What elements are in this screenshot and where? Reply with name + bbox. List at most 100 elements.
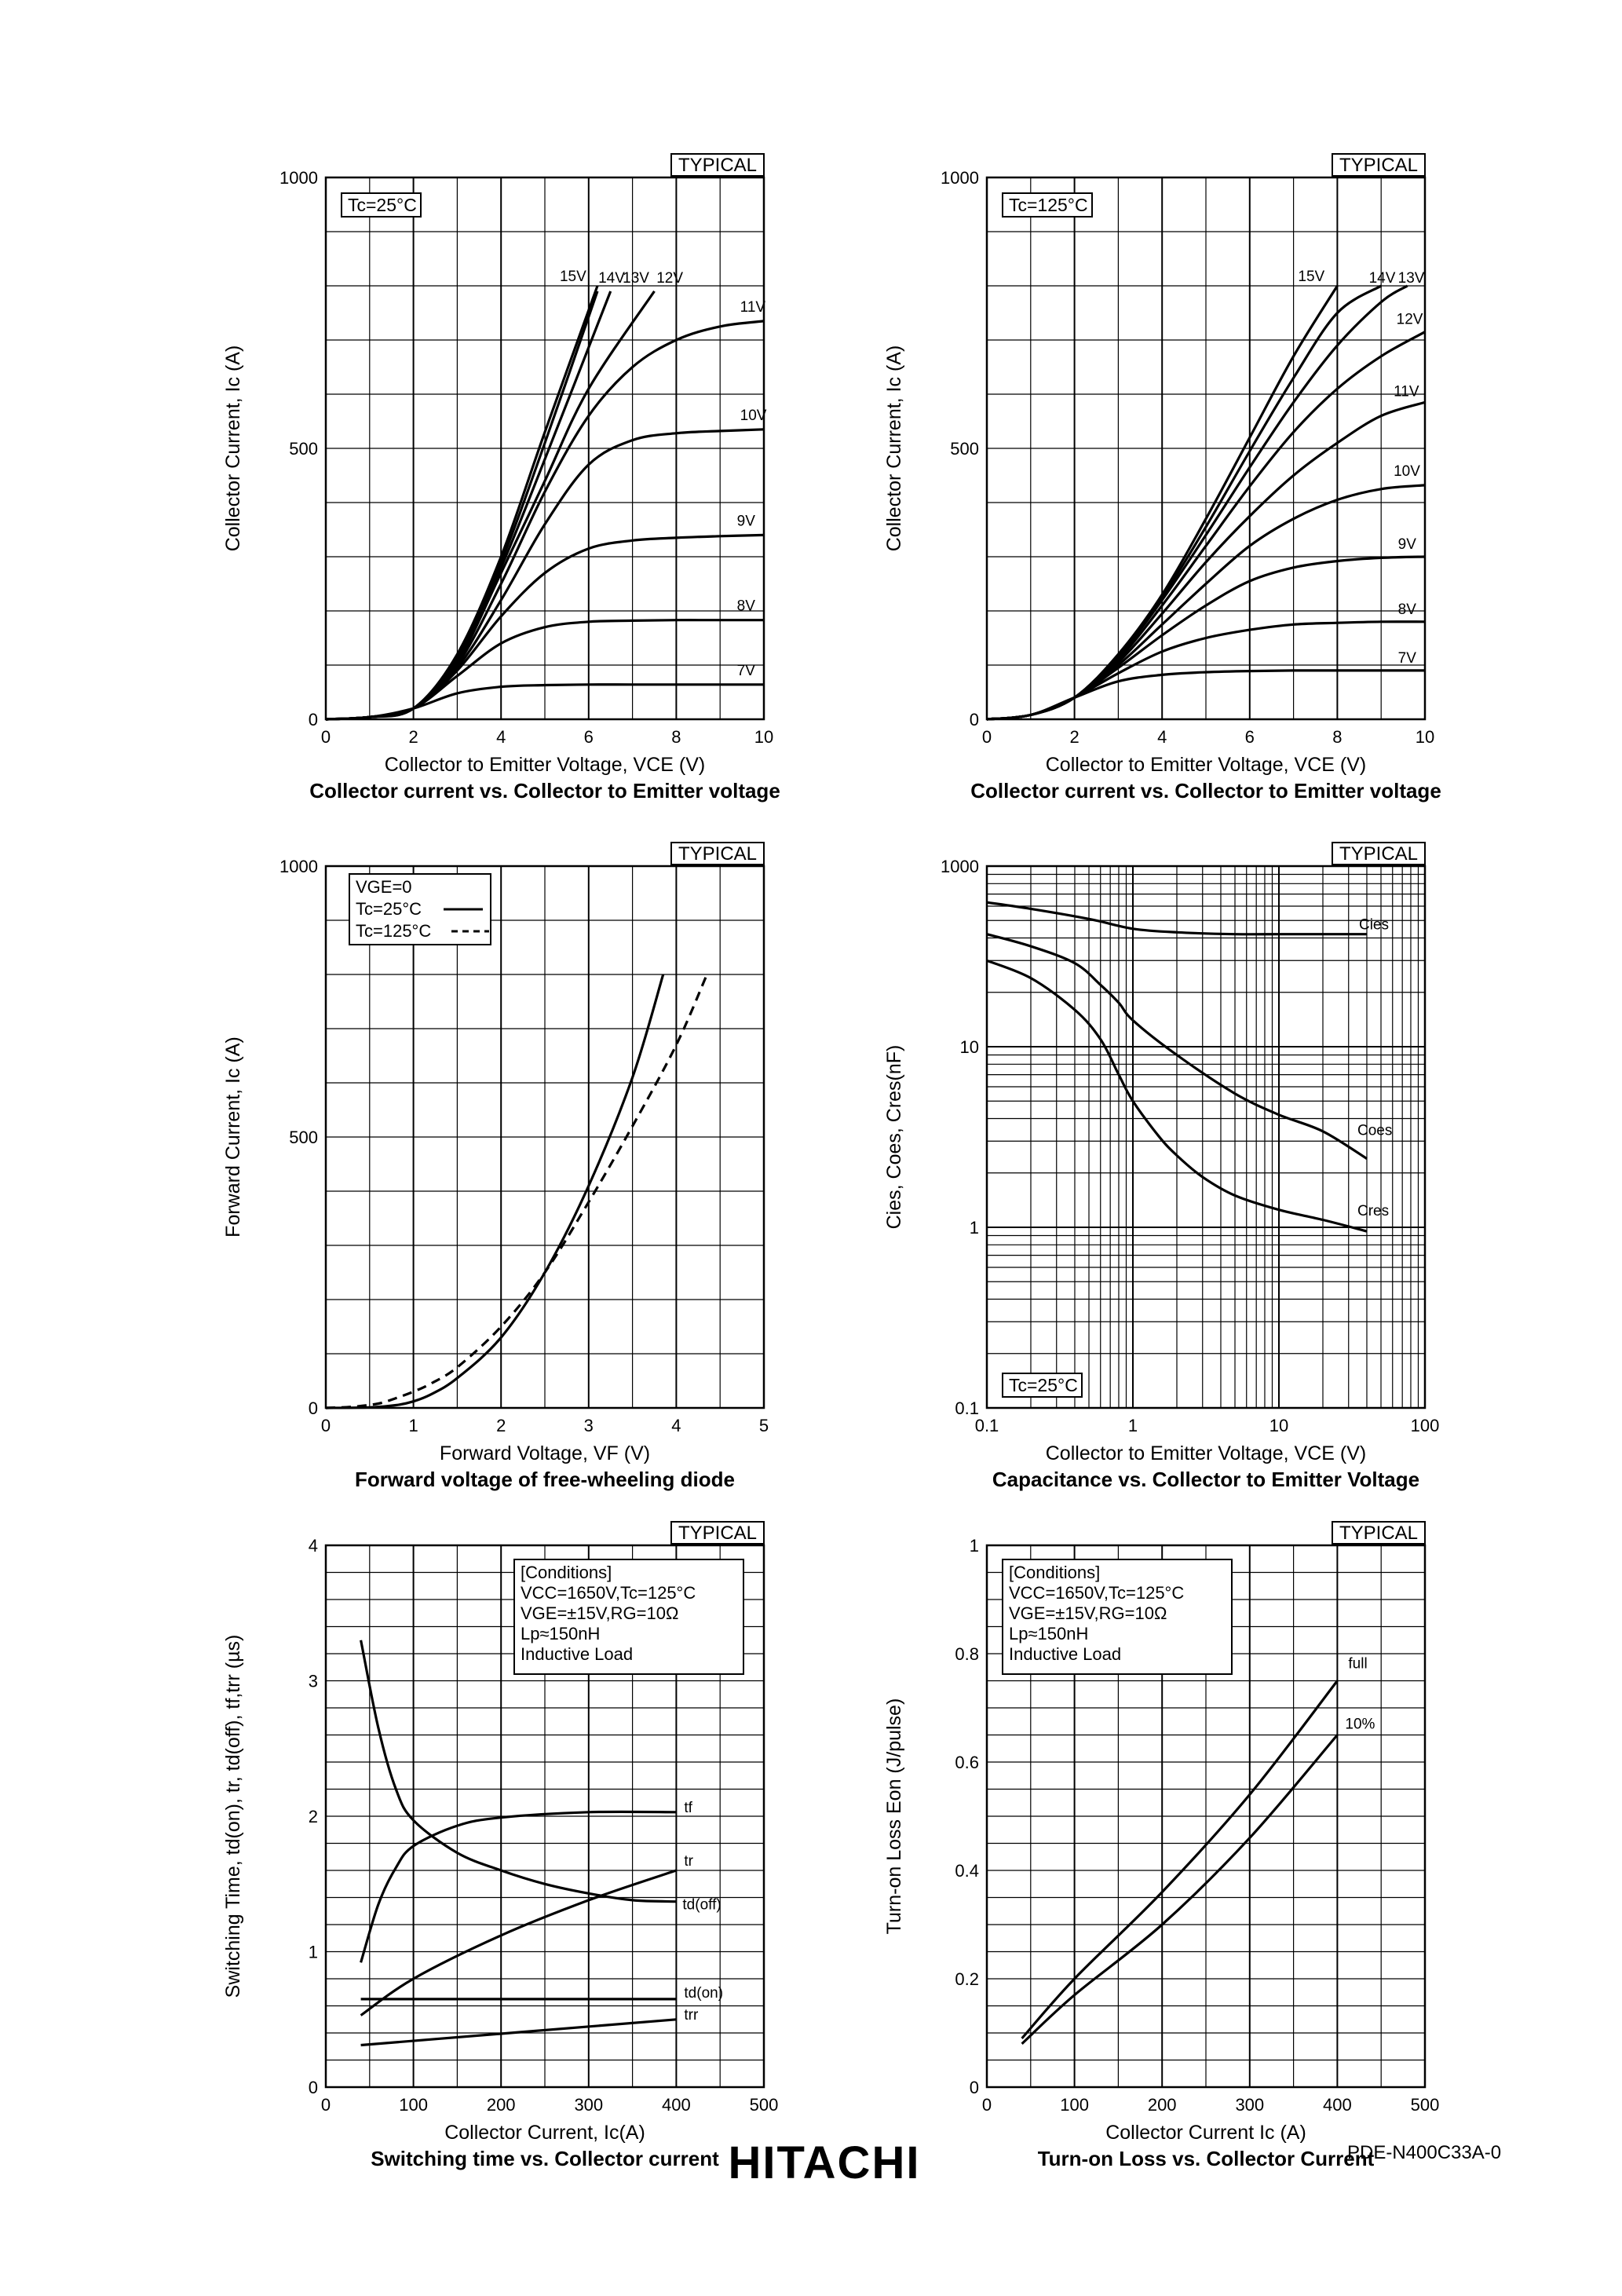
x-tick-label: 500 xyxy=(1411,2095,1440,2115)
y-tick-label: 0 xyxy=(970,2078,979,2097)
y-tick-label: 1 xyxy=(309,1943,318,1962)
x-tick-label: 200 xyxy=(487,2095,516,2115)
chart-c3: TYPICAL 0 1 2 3 4 5 0 500 1000 Forward Voltage, VF… xyxy=(222,842,769,1491)
x-tick-label: 10 xyxy=(1416,727,1434,747)
typical-badge: TYPICAL xyxy=(1339,155,1418,176)
conditions-line5: Inductive Load xyxy=(1009,1644,1121,1664)
series-label-10v: 10V xyxy=(1394,463,1420,480)
series-label-trr: trr xyxy=(684,2007,699,2024)
chart-caption: Turn-on Loss vs. Collector Current xyxy=(1038,2147,1375,2170)
document-number: PDE-N400C33A-0 xyxy=(1347,2142,1502,2163)
condition-box xyxy=(341,192,422,218)
series-label-full: full xyxy=(1348,1656,1367,1673)
series-label-13v: 13V xyxy=(623,270,649,287)
x-tick-label: 200 xyxy=(1148,2095,1177,2115)
x-tick-label: 0 xyxy=(982,727,992,747)
chart-c1: TYPICAL 0 2 4 6 8 10 0 500 1000 Collector to Emitt… xyxy=(222,153,780,803)
y-tick-label: 3 xyxy=(309,1672,318,1691)
series-label-tr: tr xyxy=(684,1853,693,1870)
chart-caption: Collector current vs. Collector to Emitt… xyxy=(970,779,1441,803)
conditions-line2: VCC=1650V,Tc=125°C xyxy=(521,1583,696,1603)
plot-frame xyxy=(985,176,1427,721)
x-tick-label: 100 xyxy=(1411,1416,1440,1435)
series-label-11v: 11V xyxy=(740,299,766,316)
series-label-7v: 7V xyxy=(1398,650,1417,667)
conditions-box xyxy=(513,1559,744,1675)
chart-caption: Switching time vs. Collector current xyxy=(371,2147,719,2170)
series-label-cies: Cies xyxy=(1359,917,1389,934)
series-line-10 xyxy=(1021,1734,1339,2045)
typical-badge-box xyxy=(670,1521,765,1545)
y-tick-label: 0 xyxy=(970,710,979,729)
series-line-td-off xyxy=(360,1640,677,1903)
x-tick-label: 0 xyxy=(321,2095,331,2115)
y-tick-label: 10 xyxy=(960,1037,979,1057)
series-line-7v xyxy=(986,669,1425,721)
x-tick-label: 4 xyxy=(496,727,506,747)
conditions-line5: Inductive Load xyxy=(521,1644,633,1664)
x-tick-label: 4 xyxy=(1157,727,1167,747)
series-line-tc-125-c xyxy=(325,974,708,1409)
x-tick-label: 0 xyxy=(321,1416,331,1435)
x-tick-label: 6 xyxy=(584,727,594,747)
series-line-cres xyxy=(986,959,1368,1233)
y-axis-label: Collector Current, Ic (A) xyxy=(883,345,905,552)
condition-box xyxy=(1002,1373,1083,1398)
y-tick-label: 0.6 xyxy=(955,1753,979,1772)
conditions-line1: [Conditions] xyxy=(521,1563,612,1582)
y-tick-label: 500 xyxy=(950,439,979,459)
x-tick-label: 1 xyxy=(408,1416,418,1435)
y-tick-label: 0 xyxy=(309,1398,318,1418)
x-tick-label: 4 xyxy=(671,1416,681,1435)
typical-badge-box xyxy=(670,842,765,865)
series-line-trr xyxy=(360,2018,677,2047)
x-axis-label: Collector Current Ic (A) xyxy=(1105,2122,1306,2144)
series-label-8v: 8V xyxy=(1398,601,1417,618)
y-tick-label: 0.2 xyxy=(955,1969,979,1989)
typical-badge-box xyxy=(1332,1521,1426,1545)
x-tick-label: 100 xyxy=(1060,2095,1089,2115)
typical-badge-box xyxy=(670,153,765,177)
x-tick-label: 500 xyxy=(750,2095,779,2115)
y-tick-label: 2 xyxy=(309,1807,318,1826)
series-line-coes xyxy=(986,933,1368,1160)
series-line-tc-25-c xyxy=(325,974,665,1409)
y-axis-label: Turn-on Loss Eon (J/pulse) xyxy=(883,1698,905,1935)
x-tick-label: 0 xyxy=(982,2095,992,2115)
series-line-13v xyxy=(325,291,612,721)
y-axis-label: Collector Current, Ic (A) xyxy=(222,345,244,552)
y-tick-label: 0.4 xyxy=(955,1861,979,1881)
x-tick-label: 8 xyxy=(671,727,681,747)
series-label-11v: 11V xyxy=(1394,383,1419,400)
x-tick-label: 300 xyxy=(1235,2095,1264,2115)
y-axis-label: Forward Current, Ic (A) xyxy=(222,1036,244,1238)
typical-badge: TYPICAL xyxy=(1339,843,1418,865)
conditions-line4: Lp≈150nH xyxy=(1009,1624,1088,1643)
x-tick-label: 6 xyxy=(1245,727,1255,747)
chart-c6: TYPICAL 0 100 200 300 400 500 0 0.2 0.4 0.6 0.8 1 Col… xyxy=(883,1521,1440,2170)
x-tick-label: 2 xyxy=(1069,727,1079,747)
typical-badge: TYPICAL xyxy=(1339,1523,1418,1544)
plot-frame xyxy=(985,865,1427,1409)
conditions-line4: Lp≈150nH xyxy=(521,1624,600,1643)
x-axis-label: Collector to Emitter Voltage, VCE (V) xyxy=(1046,754,1366,776)
series-label-14v: 14V xyxy=(1369,270,1396,287)
plot-frame xyxy=(324,1544,765,2089)
condition-box xyxy=(1002,192,1093,218)
x-axis-label: Forward Voltage, VF (V) xyxy=(440,1442,650,1464)
x-tick-label: 5 xyxy=(759,1416,769,1435)
typical-badge-box xyxy=(1332,842,1426,865)
chart-caption: Collector current vs. Collector to Emitt… xyxy=(309,779,780,803)
y-axis-label: Cies, Coes, Cres(nF) xyxy=(883,1045,905,1230)
series-label-9v: 9V xyxy=(1398,536,1417,553)
typical-badge: TYPICAL xyxy=(678,843,757,865)
series-label-15v: 15V xyxy=(560,269,586,285)
y-tick-label: 1000 xyxy=(941,857,979,876)
y-tick-label: 1 xyxy=(970,1218,979,1238)
conditions-line1: [Conditions] xyxy=(1009,1563,1100,1582)
series-label-td-off: td(off) xyxy=(682,1897,721,1914)
conditions-line3: VGE=±15V,RG=10Ω xyxy=(1009,1603,1167,1623)
x-tick-label: 8 xyxy=(1332,727,1342,747)
x-tick-label: 2 xyxy=(496,1416,506,1435)
x-tick-label: 400 xyxy=(1323,2095,1352,2115)
